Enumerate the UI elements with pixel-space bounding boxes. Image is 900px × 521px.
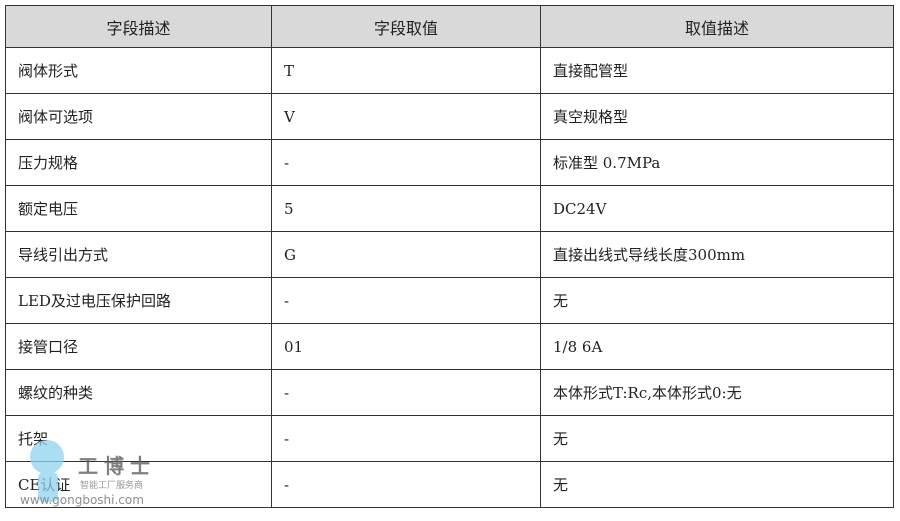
table-row: 托架 - 无 [5, 415, 894, 462]
header-value-description: 取值描述 [540, 5, 894, 48]
cell-field-description: 导线引出方式 [5, 231, 272, 278]
table-row: LED及过电压保护回路 - 无 [5, 277, 894, 324]
cell-field-description: 压力规格 [5, 139, 272, 186]
cell-field-description: 额定电压 [5, 185, 272, 232]
table-row: 额定电压 5 DC24V [5, 185, 894, 232]
cell-field-value: - [271, 369, 541, 416]
cell-field-value: - [271, 277, 541, 324]
cell-value-description: 直接出线式导线长度300mm [540, 231, 894, 278]
cell-field-description: LED及过电压保护回路 [5, 277, 272, 324]
table-row: 螺纹的种类 - 本体形式T:Rc,本体形式0:无 [5, 369, 894, 416]
header-field-value: 字段取值 [271, 5, 541, 48]
cell-field-value: T [271, 47, 541, 94]
table-row: 导线引出方式 G 直接出线式导线长度300mm [5, 231, 894, 278]
cell-field-value: - [271, 139, 541, 186]
cell-value-description: 无 [540, 461, 894, 508]
cell-field-value: V [271, 93, 541, 140]
cell-field-value: - [271, 461, 541, 508]
table-row: 阀体形式 T 直接配管型 [5, 47, 894, 94]
cell-field-description: 接管口径 [5, 323, 272, 370]
cell-field-description: 螺纹的种类 [5, 369, 272, 416]
cell-field-description: 托架 [5, 415, 272, 462]
table-row: 阀体可选项 V 真空规格型 [5, 93, 894, 140]
table-header-row: 字段描述 字段取值 取值描述 [5, 5, 894, 48]
cell-field-description: 阀体形式 [5, 47, 272, 94]
cell-value-description: 无 [540, 415, 894, 462]
cell-value-description: DC24V [540, 185, 894, 232]
table-row: CE认证 - 无 [5, 461, 894, 508]
cell-field-description: CE认证 [5, 461, 272, 508]
cell-field-value: G [271, 231, 541, 278]
cell-field-value: 5 [271, 185, 541, 232]
spec-table: 字段描述 字段取值 取值描述 阀体形式 T 直接配管型 阀体可选项 V 真空规格型 压力规格… [5, 5, 894, 508]
cell-value-description: 无 [540, 277, 894, 324]
header-field-description: 字段描述 [5, 5, 272, 48]
cell-value-description: 1/8 6A [540, 323, 894, 370]
cell-value-description: 直接配管型 [540, 47, 894, 94]
cell-field-value: - [271, 415, 541, 462]
table-row: 接管口径 01 1/8 6A [5, 323, 894, 370]
table-row: 压力规格 - 标准型 0.7MPa [5, 139, 894, 186]
cell-value-description: 本体形式T:Rc,本体形式0:无 [540, 369, 894, 416]
cell-field-value: 01 [271, 323, 541, 370]
cell-field-description: 阀体可选项 [5, 93, 272, 140]
cell-value-description: 标准型 0.7MPa [540, 139, 894, 186]
cell-value-description: 真空规格型 [540, 93, 894, 140]
